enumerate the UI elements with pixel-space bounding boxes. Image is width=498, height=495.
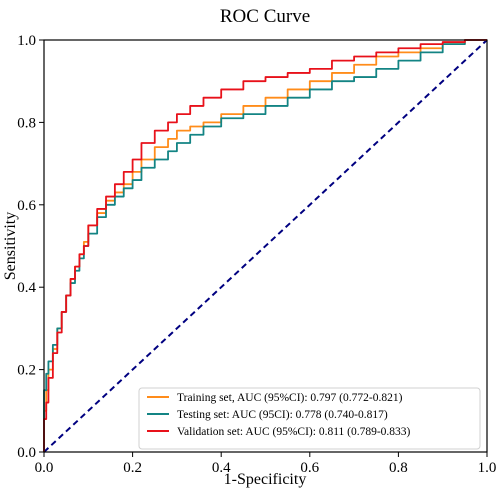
y-tick-label-1: 0.2 — [17, 363, 36, 379]
y-tick-label-5: 1.0 — [17, 33, 36, 49]
x-tick-label-2: 0.4 — [212, 460, 231, 476]
series-line-2 — [43, 39, 487, 452]
plot-area — [43, 39, 488, 453]
legend-label-0: Training set, AUC (95%CI): 0.797 (0.772-… — [177, 392, 403, 404]
y-axis-label: Sensitivity — [2, 212, 19, 280]
diagonal-reference-line — [43, 39, 488, 453]
axes: 0.0 0.2 0.4 0.6 0.8 1.0 0.0 0.2 0.4 0.6 0.8 1.0 — [17, 33, 496, 476]
y-tick-label-3: 0.6 — [17, 198, 36, 214]
x-axis-label: 1-Specificity — [224, 471, 307, 488]
y-tick-label-4: 0.8 — [17, 115, 36, 131]
legend-label-2: Validation set: AUC (95%CI): 0.811 (0.78… — [177, 426, 411, 438]
legend-label-1: Testing set: AUC (95CI): 0.778 (0.740-0.… — [177, 409, 388, 421]
chart-title: ROC Curve — [220, 6, 310, 27]
x-tick-label-0: 0.0 — [35, 460, 54, 476]
x-tick-label-5: 1.0 — [478, 460, 497, 476]
y-tick-label-2: 0.4 — [17, 280, 36, 296]
x-tick-label-3: 0.6 — [300, 460, 319, 476]
plot-frame — [43, 39, 488, 453]
x-tick-label-1: 0.2 — [123, 460, 142, 476]
y-tick-label-0: 0.0 — [17, 445, 36, 461]
legend: Training set, AUC (95%CI): 0.797 (0.772-… — [138, 387, 481, 450]
x-tick-label-4: 0.8 — [389, 460, 408, 476]
legend-box — [138, 387, 481, 450]
